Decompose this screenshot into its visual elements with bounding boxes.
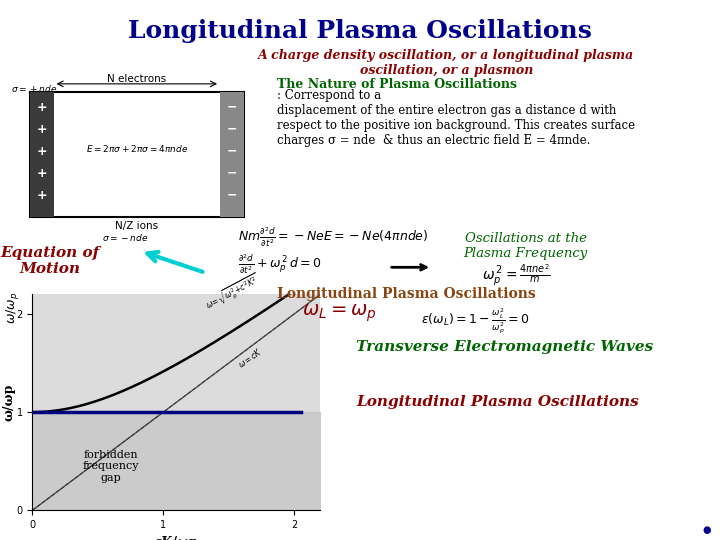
Text: The Nature of Plasma Oscillations: The Nature of Plasma Oscillations bbox=[277, 78, 517, 91]
Bar bbox=[220, 92, 243, 217]
Text: $\omega = cK$: $\omega = cK$ bbox=[235, 345, 264, 370]
Y-axis label: ω/ωp: ω/ωp bbox=[2, 383, 15, 421]
Text: $\sigma = -nde$: $\sigma = -nde$ bbox=[102, 232, 148, 243]
Text: A charge density oscillation, or a longitudinal plasma: A charge density oscillation, or a longi… bbox=[258, 49, 634, 62]
Text: Longitudinal Plasma Oscillations: Longitudinal Plasma Oscillations bbox=[128, 19, 592, 43]
Text: +: + bbox=[37, 188, 47, 201]
Bar bbox=[30, 92, 243, 217]
Text: N electrons: N electrons bbox=[107, 74, 166, 84]
Text: +: + bbox=[37, 167, 47, 180]
Text: −: − bbox=[227, 123, 237, 136]
Text: Oscillations at the
Plasma Frequency: Oscillations at the Plasma Frequency bbox=[464, 232, 588, 260]
Text: −: − bbox=[227, 145, 237, 158]
Text: $Nm\frac{\partial^2 d}{\partial t^2} = -NeE = -Ne(4\pi nde)$: $Nm\frac{\partial^2 d}{\partial t^2} = -… bbox=[238, 226, 428, 249]
Text: oscillation, or a plasmon: oscillation, or a plasmon bbox=[360, 64, 533, 77]
Text: $\frac{\partial^2 d}{\partial t^2} + \omega_p^{\,2}\,d = 0$: $\frac{\partial^2 d}{\partial t^2} + \om… bbox=[238, 253, 322, 276]
X-axis label: cK/ωp: cK/ωp bbox=[155, 536, 198, 540]
Text: $E = 2\pi\sigma + 2\pi\sigma = 4\pi nde$: $E = 2\pi\sigma + 2\pi\sigma = 4\pi nde$ bbox=[86, 143, 188, 153]
Text: N/Z ions: N/Z ions bbox=[115, 221, 158, 231]
Text: Equation of
Motion: Equation of Motion bbox=[1, 246, 100, 276]
Text: $\omega_p^{\,2} = \frac{4\pi ne^2}{m}$: $\omega_p^{\,2} = \frac{4\pi ne^2}{m}$ bbox=[482, 262, 551, 288]
Text: −: − bbox=[227, 188, 237, 201]
Text: $\omega_L = \omega_p$: $\omega_L = \omega_p$ bbox=[302, 302, 377, 324]
Text: Longitudinal Plasma Oscillations: Longitudinal Plasma Oscillations bbox=[356, 395, 639, 409]
Bar bbox=[30, 92, 54, 217]
Text: : Correspond to a
displacement of the entire electron gas a distance d with
resp: : Correspond to a displacement of the en… bbox=[277, 89, 635, 146]
Text: $\sigma = +nde$: $\sigma = +nde$ bbox=[11, 83, 57, 94]
Text: Transverse Electromagnetic Waves: Transverse Electromagnetic Waves bbox=[356, 340, 654, 354]
Text: Longitudinal Plasma Oscillations: Longitudinal Plasma Oscillations bbox=[277, 287, 536, 301]
Text: +: + bbox=[37, 101, 47, 114]
Text: ●: ● bbox=[703, 524, 711, 535]
Text: +: + bbox=[37, 123, 47, 136]
Text: +: + bbox=[37, 145, 47, 158]
Text: $\omega\!=\!\sqrt{\omega_p^2\!+\!c^2K^2}$: $\omega\!=\!\sqrt{\omega_p^2\!+\!c^2K^2}… bbox=[202, 271, 264, 315]
Text: −: − bbox=[227, 101, 237, 114]
Text: −: − bbox=[227, 167, 237, 180]
Text: forbidden
frequency
gap: forbidden frequency gap bbox=[83, 449, 139, 483]
Text: $\omega/\omega_p$: $\omega/\omega_p$ bbox=[4, 292, 22, 324]
Text: $\varepsilon(\omega_L) = 1 - \frac{\omega_L^2}{\omega_p^2} = 0$: $\varepsilon(\omega_L) = 1 - \frac{\omeg… bbox=[421, 307, 530, 336]
